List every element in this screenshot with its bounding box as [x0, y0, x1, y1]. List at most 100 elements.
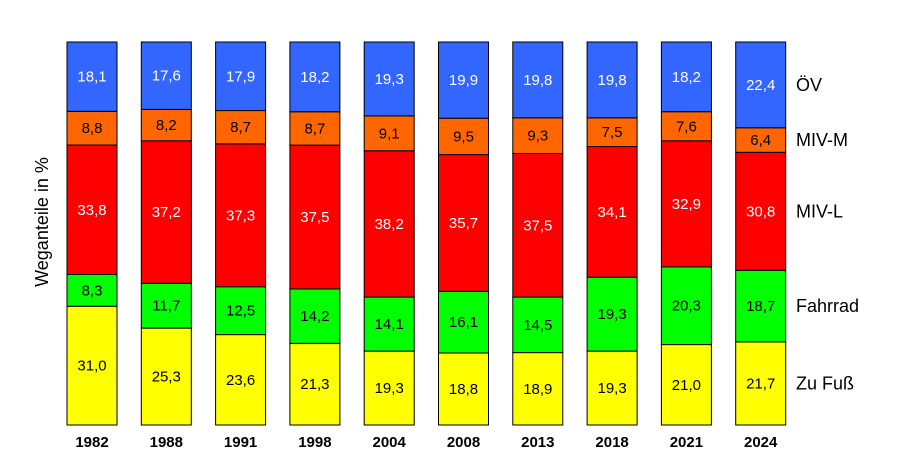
data-label-fahrrad-2008: 16,1 [449, 314, 478, 331]
bar-zu-fuss-2018 [586, 350, 638, 426]
bar-zu-fuss-2004 [363, 350, 415, 426]
legend: Zu Fuß Fahrrad MIV-L MIV-M ÖV [796, 75, 859, 394]
data-label-zu-fuss-1982: 31,0 [77, 358, 106, 375]
data-label-oev-2013: 19,8 [523, 72, 552, 89]
y-axis-label: Weganteile in % [32, 157, 52, 287]
bar-miv-l-2024 [735, 151, 787, 271]
data-label-fahrrad-1982: 8,3 [82, 282, 103, 299]
bar-oev-2018 [586, 41, 638, 119]
bar-fahrrad-1988 [140, 282, 192, 329]
x-tick-labels: 1982 1988 1991 1998 2004 2008 2013 2018 2021 2024 [75, 434, 778, 451]
legend-oev: ÖV [796, 75, 822, 95]
bar-miv-l-1991 [215, 143, 267, 288]
data-label-zu-fuss-2013: 18,9 [523, 381, 552, 398]
data-label-zu-fuss-2024: 21,7 [746, 375, 775, 392]
data-label-miv-l-2024: 30,8 [746, 203, 775, 220]
x-tick-2021: 2021 [670, 434, 703, 451]
bar-miv-l-2008 [438, 154, 489, 292]
bar-fahrrad-1998 [289, 288, 341, 344]
data-label-fahrrad-2018: 19,3 [597, 306, 626, 323]
data-label-oev-1988: 17,6 [152, 68, 181, 85]
bar-zu-fuss-2021 [660, 344, 712, 426]
data-label-oev-1991: 17,9 [226, 68, 255, 85]
data-label-zu-fuss-2018: 19,3 [597, 380, 626, 397]
bar-zu-fuss-1998 [289, 342, 341, 426]
bar-oev-2024 [735, 41, 787, 129]
bar-fahrrad-2013 [512, 296, 564, 354]
data-label-fahrrad-1991: 12,5 [226, 303, 255, 320]
bar-zu-fuss-1988 [140, 327, 192, 426]
x-tick-1998: 1998 [298, 434, 331, 451]
bar-miv-l-2004 [363, 150, 415, 298]
x-tick-1982: 1982 [75, 434, 108, 451]
bar-miv-m-2004 [363, 115, 415, 152]
data-label-miv-m-1988: 8,2 [156, 117, 177, 134]
bar-miv-l-1998 [289, 144, 341, 290]
bar-miv-l-1988 [140, 140, 192, 284]
legend-zu-fuss: Zu Fuß [796, 373, 854, 393]
data-label-oev-1998: 18,2 [300, 69, 329, 86]
data-label-miv-m-2008: 9,5 [453, 128, 474, 145]
bar-oev-2004 [363, 41, 415, 117]
bar-oev-1982 [66, 41, 118, 112]
bar-miv-l-2018 [586, 146, 638, 278]
data-label-zu-fuss-2004: 19,3 [375, 380, 404, 397]
data-label-miv-m-1982: 8,8 [82, 120, 103, 137]
x-tick-2008: 2008 [447, 434, 480, 451]
data-label-miv-m-1998: 8,7 [304, 120, 325, 137]
bar-miv-m-2024 [735, 127, 787, 153]
data-label-oev-2018: 19,8 [597, 72, 626, 89]
x-tick-2018: 2018 [595, 434, 628, 451]
bar-miv-m-1982 [66, 110, 118, 146]
legend-miv-m: MIV-M [796, 130, 848, 150]
bar-fahrrad-1982 [66, 273, 118, 307]
bar-oev-1991 [215, 41, 267, 112]
data-label-oev-2021: 18,2 [672, 69, 701, 86]
bar-fahrrad-1991 [215, 286, 267, 336]
x-tick-2024: 2024 [744, 434, 778, 451]
x-tick-1988: 1988 [150, 434, 183, 451]
bar-fahrrad-2021 [660, 266, 712, 346]
data-label-miv-l-1991: 37,3 [226, 207, 255, 224]
data-label-oev-2004: 19,3 [375, 71, 404, 88]
bar-miv-m-2013 [512, 117, 564, 154]
bar-miv-m-1998 [289, 111, 341, 146]
data-label-miv-m-2018: 7,5 [602, 124, 623, 141]
data-label-fahrrad-2024: 18,7 [746, 298, 775, 315]
bar-oev-1988 [140, 41, 192, 110]
bar-miv-l-2013 [512, 152, 564, 298]
data-label-miv-m-2013: 9,3 [527, 128, 548, 145]
legend-miv-l: MIV-L [796, 201, 843, 221]
bar-miv-m-2008 [438, 117, 489, 156]
data-label-oev-2008: 19,9 [449, 72, 478, 89]
data-label-oev-1982: 18,1 [77, 69, 106, 86]
bar-miv-m-1988 [140, 108, 192, 142]
data-label-miv-l-2021: 32,9 [672, 196, 701, 213]
data-label-fahrrad-2021: 20,3 [672, 298, 701, 315]
data-label-zu-fuss-1988: 25,3 [152, 369, 181, 386]
bar-oev-1998 [289, 41, 341, 113]
x-tick-2004: 2004 [373, 434, 407, 451]
bar-zu-fuss-2008 [438, 352, 489, 426]
bar-oev-2008 [438, 41, 489, 119]
data-label-miv-m-2004: 9,1 [379, 125, 400, 142]
legend-fahrrad: Fahrrad [796, 296, 859, 316]
data-label-oev-2024: 22,4 [746, 77, 775, 94]
bar-oev-2013 [512, 41, 564, 119]
data-label-zu-fuss-2021: 21,0 [672, 377, 701, 394]
data-label-miv-m-2024: 6,4 [750, 132, 771, 149]
data-label-miv-m-2021: 7,6 [676, 118, 697, 135]
x-tick-1991: 1991 [224, 434, 257, 451]
bar-zu-fuss-1982 [66, 305, 118, 426]
data-label-fahrrad-1988: 11,7 [152, 298, 180, 315]
data-label-miv-l-2008: 35,7 [449, 215, 478, 232]
data-label-miv-l-1982: 33,8 [77, 202, 106, 219]
bar-fahrrad-2008 [438, 290, 489, 354]
bars: 31,0 8,3 33,8 8,8 18,1 25,3 11,7 37,2 8,2 17,6 23,… [66, 41, 787, 426]
data-label-miv-l-2004: 38,2 [375, 216, 404, 233]
data-label-zu-fuss-1991: 23,6 [226, 372, 255, 389]
data-label-fahrrad-2004: 14,1 [375, 316, 404, 333]
data-label-fahrrad-1998: 14,2 [300, 308, 329, 325]
data-label-miv-l-2018: 34,1 [597, 204, 626, 221]
bar-oev-2021 [660, 41, 712, 113]
